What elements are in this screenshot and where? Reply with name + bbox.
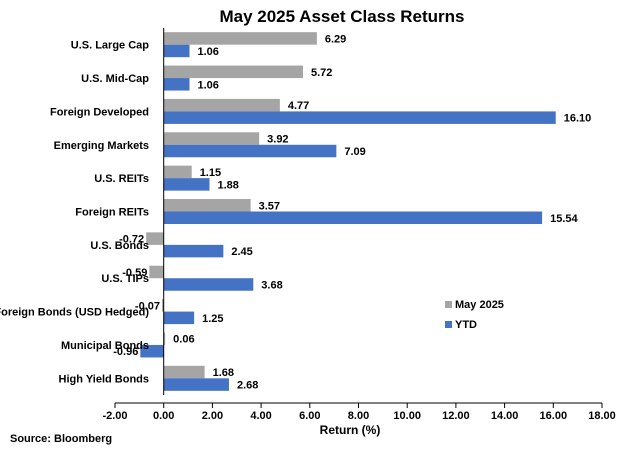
data-label: 1.25 [202, 313, 223, 325]
data-label: 15.54 [550, 213, 578, 225]
data-label: -0.59 [122, 267, 147, 279]
data-label: 1.15 [200, 167, 221, 179]
data-label: 0.06 [173, 334, 194, 346]
bar [163, 332, 166, 345]
legend: May 2025 YTD [445, 299, 504, 331]
data-label: 3.68 [261, 279, 282, 291]
bar [161, 299, 164, 312]
bar [163, 44, 190, 58]
bar [163, 211, 543, 224]
legend-label: YTD [455, 319, 477, 331]
category-label: U.S. Mid-Cap [81, 73, 149, 85]
data-label: 1.06 [198, 46, 219, 58]
data-label: -0.07 [135, 300, 160, 312]
x-tick-label: 4.00 [250, 410, 271, 422]
bar [163, 165, 192, 179]
category-label: U.S. TIPs [101, 273, 149, 285]
category-label: Municipal Bonds [61, 340, 149, 352]
x-tick-label: 18.00 [588, 410, 616, 422]
data-label: 3.57 [259, 200, 280, 212]
x-tick-label: 0.00 [153, 410, 174, 422]
category-label: Foreign Developed [50, 106, 149, 118]
bar [163, 199, 251, 212]
bar [149, 265, 164, 279]
data-label: -0.96 [113, 346, 138, 358]
bar [146, 232, 164, 245]
x-axis-title: Return (%) [320, 423, 381, 437]
x-axis: -2.00 0.00 2.00 4.00 6.00 8.00 10.00 12.00 14.00… [102, 28, 616, 422]
bars-group [140, 32, 556, 391]
bar [140, 344, 164, 358]
category-label: Foreign REITs [75, 207, 149, 219]
x-tick-label: 10.00 [393, 410, 421, 422]
bar [163, 144, 337, 158]
source-note: Source: Bloomberg [10, 433, 112, 445]
bar [163, 111, 556, 124]
x-tick-label: -2.00 [102, 410, 127, 422]
data-label: 2.45 [231, 246, 252, 258]
data-label: 1.88 [217, 179, 238, 191]
data-label: 2.68 [237, 380, 258, 392]
data-labels-group: 6.29 1.06 5.72 1.06 4.77 16.10 3.92 7.09 1.151.8… [113, 33, 591, 391]
category-labels-group: U.S. Large Cap U.S. Mid-Cap Foreign Develo… [0, 40, 149, 386]
bar [163, 378, 229, 391]
category-label: U.S. Bonds [90, 240, 149, 252]
data-label: 1.06 [198, 79, 219, 91]
x-tick-label: 14.00 [491, 410, 519, 422]
data-label: 6.29 [325, 33, 346, 45]
bar [163, 65, 303, 79]
bar [163, 178, 210, 191]
data-label: 7.09 [344, 146, 365, 158]
x-tick-label: 8.00 [348, 410, 369, 422]
category-label: Emerging Markets [54, 140, 149, 152]
x-tick-label: 6.00 [299, 410, 320, 422]
category-label: U.S. REITs [94, 173, 149, 185]
data-label: 16.10 [564, 113, 592, 125]
legend-swatch [445, 301, 452, 308]
bar [163, 365, 205, 379]
bar [163, 278, 254, 291]
x-tick-label: 16.00 [540, 410, 568, 422]
legend-label: May 2025 [455, 299, 504, 311]
category-label: U.S. Large Cap [71, 40, 150, 52]
bar [163, 78, 190, 91]
chart-title: May 2025 Asset Class Returns [219, 7, 464, 26]
category-label: High Yield Bonds [59, 373, 149, 385]
x-tick-label: 2.00 [202, 410, 223, 422]
bar [163, 311, 195, 325]
bar [163, 98, 280, 112]
bar [163, 32, 317, 45]
bar [163, 244, 224, 258]
data-label: -0.72 [119, 234, 144, 246]
data-label: 3.92 [267, 134, 288, 146]
data-label: 5.72 [311, 67, 332, 79]
bar [163, 132, 260, 145]
data-label: 4.77 [288, 100, 309, 112]
legend-swatch [445, 321, 452, 328]
category-label: Foreign Bonds (USD Hedged) [0, 307, 149, 319]
x-tick-label: 12.00 [442, 410, 470, 422]
data-label: 1.68 [213, 367, 234, 379]
